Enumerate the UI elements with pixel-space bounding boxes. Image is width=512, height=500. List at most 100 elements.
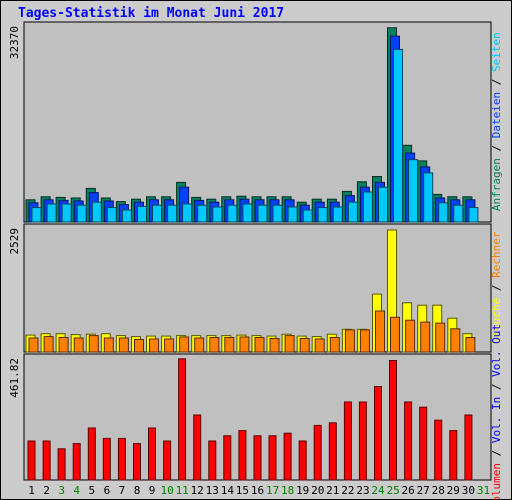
bar-volumen-day-20 bbox=[313, 424, 322, 481]
bar-volumen-day-15 bbox=[238, 430, 247, 481]
bar-volumen-day-19 bbox=[298, 440, 307, 481]
bar-rechner-day-25 bbox=[390, 316, 400, 353]
x-tick-day-3: 3 bbox=[58, 484, 65, 497]
x-tick-day-5: 5 bbox=[88, 484, 95, 497]
y-max-label-middle: 2529 bbox=[8, 228, 21, 255]
x-tick-day-7: 7 bbox=[119, 484, 126, 497]
legend-top: Anfragen / Dateien / Seiten bbox=[490, 32, 503, 211]
x-tick-day-25: 25 bbox=[386, 484, 399, 497]
bar-rechner-day-20 bbox=[314, 338, 325, 353]
bar-seiten-day-23 bbox=[362, 191, 373, 223]
x-tick-day-15: 15 bbox=[236, 484, 249, 497]
bar-rechner-day-12 bbox=[194, 337, 205, 353]
legend-entry-anfragen: Anfragen bbox=[490, 158, 503, 211]
bar-rechner-day-14 bbox=[224, 337, 235, 353]
x-tick-day-29: 29 bbox=[447, 484, 460, 497]
bar-volumen-day-17 bbox=[268, 435, 277, 481]
bar-rechner-day-21 bbox=[329, 337, 340, 353]
bar-seiten-day-8 bbox=[137, 205, 147, 223]
bar-rechner-day-2 bbox=[43, 336, 54, 353]
bar-seiten-day-1 bbox=[31, 207, 42, 223]
bar-volumen-day-26 bbox=[404, 401, 413, 481]
bar-seiten-day-15 bbox=[242, 203, 253, 223]
bar-rechner-day-18 bbox=[284, 335, 295, 353]
legend-separator: / bbox=[490, 278, 503, 298]
bar-rechner-day-16 bbox=[254, 337, 265, 353]
bar-volumen-day-23 bbox=[358, 401, 367, 481]
bar-seiten-day-26 bbox=[408, 159, 419, 223]
bar-seiten-day-9 bbox=[152, 204, 162, 223]
bar-volumen-day-14 bbox=[223, 435, 232, 481]
bar-rechner-day-24 bbox=[375, 310, 385, 353]
bar-volumen-day-21 bbox=[328, 422, 337, 481]
x-tick-day-9: 9 bbox=[149, 484, 156, 497]
bar-seiten-day-7 bbox=[121, 209, 132, 223]
x-tick-day-16: 16 bbox=[251, 484, 264, 497]
legend-entry-volumen: Volumen bbox=[490, 463, 503, 500]
bar-volumen-day-3 bbox=[57, 448, 66, 481]
bar-volumen-day-2 bbox=[42, 440, 51, 481]
legend-separator: / bbox=[490, 138, 503, 158]
bar-volumen-day-6 bbox=[102, 437, 111, 481]
x-tick-day-26: 26 bbox=[401, 484, 414, 497]
bar-seiten-day-24 bbox=[378, 186, 388, 223]
bar-seiten-day-30 bbox=[468, 207, 479, 223]
x-tick-day-28: 28 bbox=[432, 484, 445, 497]
y-max-label-bottom: 461.82 bbox=[8, 358, 21, 398]
bar-seiten-day-17 bbox=[272, 204, 283, 223]
bar-rechner-day-15 bbox=[239, 336, 250, 353]
bar-rechner-day-9 bbox=[149, 338, 159, 353]
bar-rechner-day-3 bbox=[58, 337, 69, 353]
bar-seiten-day-3 bbox=[61, 203, 72, 223]
bar-rechner-day-22 bbox=[344, 329, 355, 353]
x-tick-day-23: 23 bbox=[356, 484, 369, 497]
bar-rechner-day-27 bbox=[420, 321, 431, 353]
x-tick-day-22: 22 bbox=[341, 484, 354, 497]
x-tick-day-4: 4 bbox=[73, 484, 80, 497]
bar-volumen-day-27 bbox=[419, 406, 428, 481]
bar-volumen-day-8 bbox=[133, 443, 141, 481]
bar-rechner-day-10 bbox=[164, 338, 175, 353]
bar-rechner-day-19 bbox=[299, 338, 310, 353]
bar-seiten-day-5 bbox=[91, 201, 102, 223]
bar-rechner-day-4 bbox=[73, 337, 84, 353]
bar-rechner-day-6 bbox=[103, 337, 114, 353]
bar-seiten-day-29 bbox=[453, 204, 464, 223]
bar-rechner-day-29 bbox=[450, 328, 461, 353]
bar-seiten-day-11 bbox=[182, 203, 193, 223]
x-tick-day-30: 30 bbox=[462, 484, 475, 497]
x-tick-day-14: 14 bbox=[221, 484, 235, 497]
bar-volumen-day-7 bbox=[117, 437, 126, 481]
x-tick-day-2: 2 bbox=[43, 484, 50, 497]
x-tick-day-21: 21 bbox=[326, 484, 339, 497]
bar-volumen-day-30 bbox=[464, 414, 473, 481]
legend-entry-dateien: Dateien bbox=[490, 92, 503, 138]
bar-rechner-day-30 bbox=[465, 337, 476, 353]
legend-separator: / bbox=[490, 72, 503, 92]
bar-seiten-day-28 bbox=[438, 202, 449, 223]
bar-seiten-day-25 bbox=[393, 48, 403, 223]
x-tick-day-20: 20 bbox=[311, 484, 324, 497]
bar-volumen-day-16 bbox=[253, 435, 262, 481]
x-tick-day-6: 6 bbox=[104, 484, 111, 497]
bar-seiten-day-6 bbox=[106, 207, 117, 223]
legend-entry-rechner: Rechner bbox=[490, 231, 503, 278]
x-tick-day-13: 13 bbox=[206, 484, 219, 497]
legend-entry-vol_out: Vol. Out bbox=[490, 324, 503, 377]
bar-volumen-day-18 bbox=[283, 432, 292, 481]
bar-rechner-day-11 bbox=[179, 336, 190, 353]
x-tick-day-24: 24 bbox=[371, 484, 385, 497]
bar-seiten-day-14 bbox=[227, 204, 238, 223]
bar-seiten-day-13 bbox=[212, 206, 223, 223]
bar-volumen-day-4 bbox=[72, 443, 81, 481]
legend-entry-besuche: Besuche bbox=[490, 298, 503, 344]
x-tick-day-8: 8 bbox=[134, 484, 141, 497]
bar-rechner-day-26 bbox=[405, 319, 416, 353]
bar-seiten-day-27 bbox=[423, 172, 434, 223]
legend-entry-vol_in: Vol. In bbox=[490, 397, 503, 443]
bar-volumen-day-22 bbox=[343, 401, 352, 481]
bar-rechner-day-23 bbox=[359, 329, 370, 353]
bar-volumen-day-5 bbox=[87, 427, 96, 481]
bar-volumen-day-13 bbox=[208, 440, 217, 481]
